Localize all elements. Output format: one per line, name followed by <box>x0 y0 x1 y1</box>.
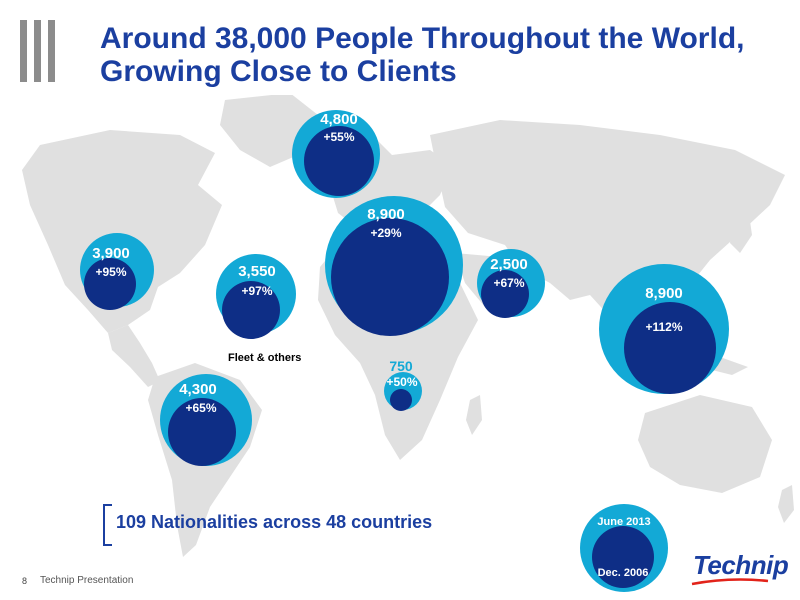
title-line-2: Growing Close to Clients <box>100 55 457 88</box>
value-middle-east: 2,500 <box>490 256 528 273</box>
value-fleet: 3,550 <box>238 263 276 280</box>
legend-bubble-2006 <box>592 526 654 588</box>
change-middle-east: +67% <box>493 276 525 290</box>
madagascar-shape <box>466 395 482 435</box>
value-europe: 8,900 <box>367 206 405 223</box>
value-northern-europe: 4,800 <box>320 111 358 128</box>
north-america-shape <box>22 130 222 333</box>
nationalities-text: 109 Nationalities across 48 countries <box>116 512 433 532</box>
title-line-1: Around 38,000 People Throughout the Worl… <box>100 22 745 55</box>
change-fleet: +97% <box>241 284 273 298</box>
change-south-america: +65% <box>185 401 217 415</box>
technip-logo: Technip <box>693 550 789 580</box>
legend-label-2013: June 2013 <box>597 516 651 528</box>
value-south-america: 4,300 <box>179 381 217 398</box>
japan-shape <box>730 207 752 253</box>
page-number: 8 <box>22 576 28 586</box>
change-europe: +29% <box>370 226 402 240</box>
new-zealand-shape <box>778 485 794 523</box>
australia-shape <box>638 395 772 493</box>
bubble-fleet-2006 <box>222 281 280 339</box>
change-northern-europe: +55% <box>323 130 355 144</box>
logo-swoosh-icon <box>691 578 769 586</box>
nationalities-bracket <box>103 504 112 546</box>
bubble-northern-europe-2006 <box>304 126 374 196</box>
central-america-shape <box>108 325 160 387</box>
bubble-south-america-2006 <box>168 398 236 466</box>
value-north-america: 3,900 <box>92 245 130 262</box>
bubble-middle-east-2006 <box>481 270 529 318</box>
change-asia-pacific: +112% <box>645 320 683 334</box>
value-asia-pacific: 8,900 <box>645 285 683 302</box>
bubble-north-america-2006 <box>84 258 136 310</box>
footer-text: Technip Presentation <box>40 575 134 586</box>
bubble-europe-2006 <box>331 218 449 336</box>
legend-label-2006: Dec. 2006 <box>597 567 649 579</box>
bubble-africa-2006 <box>390 389 412 411</box>
change-north-america: +95% <box>95 265 127 279</box>
page-title: Around 38,000 People Throughout the Worl… <box>100 22 744 88</box>
value-africa: 750 <box>389 358 413 374</box>
change-africa: +50% <box>386 375 418 389</box>
fleet-caption: Fleet & others <box>228 352 302 364</box>
bubble-asia-pacific-2006 <box>624 302 716 394</box>
